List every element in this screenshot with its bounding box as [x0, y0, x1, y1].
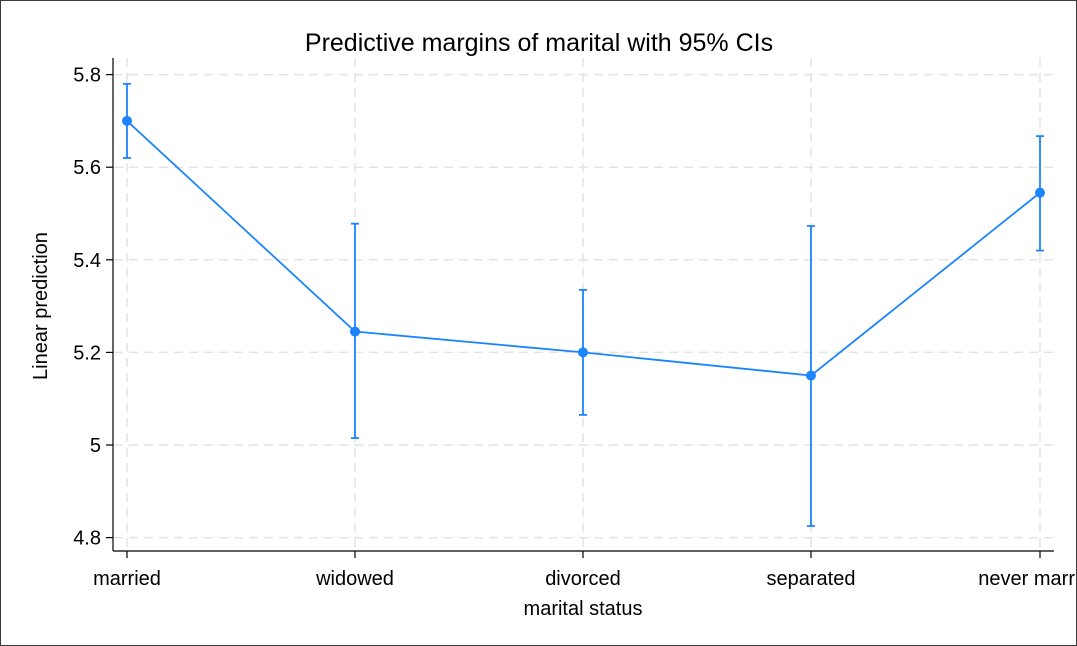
chart-title: Predictive margins of marital with 95% C…: [305, 29, 773, 57]
grid-layer: [114, 58, 1054, 550]
y-tick-label: 5.2: [73, 342, 101, 364]
y-axis-label: Linear prediction: [30, 232, 52, 380]
x-axis-label: marital status: [524, 598, 643, 620]
data-point: [806, 370, 816, 381]
series-layer: [122, 115, 1045, 381]
y-tick-label: 5.8: [73, 65, 101, 87]
data-point: [1035, 187, 1045, 198]
x-tick-label: separated: [767, 568, 856, 590]
axes-layer: 4.8 5 5.2 5.4 5.6 5.8 married widowed divorced se…: [73, 58, 1077, 590]
x-tick-label: never married: [978, 568, 1077, 590]
data-point: [578, 347, 588, 358]
x-tick-label: married: [93, 568, 161, 590]
y-tick-label: 5: [90, 435, 101, 457]
y-tick-label: 4.8: [73, 528, 101, 550]
x-tick-label: widowed: [315, 568, 394, 590]
data-point: [122, 115, 132, 126]
y-tick-label: 5.4: [73, 250, 101, 272]
data-point: [350, 326, 360, 337]
x-tick-label: divorced: [545, 568, 621, 590]
y-tick-label: 5.6: [73, 157, 101, 179]
